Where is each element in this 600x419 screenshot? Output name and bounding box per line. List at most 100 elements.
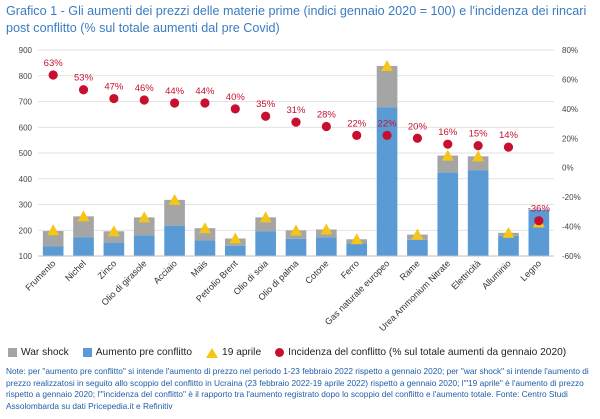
x-tick-label: Legno bbox=[518, 258, 543, 283]
marker-incidenza bbox=[78, 85, 89, 95]
data-label-incidenza: 31% bbox=[286, 105, 306, 116]
bar-pre-conflitto bbox=[194, 240, 216, 256]
marker-incidenza bbox=[169, 98, 180, 108]
data-label-incidenza: 47% bbox=[104, 82, 124, 93]
y-left-tick-label: 300 bbox=[19, 201, 33, 210]
marker-19-aprile bbox=[350, 233, 363, 245]
chart: 100 200 300 400 500 600 700 800 900 -60% -40% -20% 0… bbox=[19, 46, 581, 333]
marker-incidenza bbox=[503, 142, 514, 152]
marker-19-aprile bbox=[441, 149, 454, 161]
marker-19-aprile bbox=[411, 228, 424, 240]
data-label-incidenza: 44% bbox=[165, 86, 185, 97]
y-left-tick-label: 100 bbox=[19, 252, 33, 261]
marker-incidenza bbox=[473, 141, 483, 151]
legend-label-war-shock: War shock bbox=[21, 347, 69, 358]
marker-incidenza bbox=[230, 104, 240, 114]
x-tick-label: Ferro bbox=[339, 258, 361, 280]
data-label-incidenza: 28% bbox=[317, 110, 337, 121]
marker-incidenza bbox=[261, 111, 271, 121]
data-label-incidenza: -36% bbox=[528, 204, 551, 215]
marker-incidenza bbox=[291, 117, 301, 127]
marker-incidenza bbox=[382, 130, 392, 140]
marker-19-aprile bbox=[107, 225, 120, 237]
y-left-tick-label: 200 bbox=[19, 226, 33, 235]
bar-pre-conflitto bbox=[164, 225, 185, 256]
y-right-tick-label: 20% bbox=[562, 134, 578, 143]
bar-pre-conflitto bbox=[316, 237, 337, 256]
x-tick-label: Mais bbox=[189, 258, 210, 279]
data-label-incidenza: 16% bbox=[438, 127, 458, 138]
bar-pre-conflitto bbox=[346, 243, 368, 256]
data-label-incidenza: 44% bbox=[195, 86, 215, 97]
legend-swatch-pre-conflitto bbox=[82, 348, 92, 357]
x-tick-label: Rame bbox=[398, 258, 422, 282]
data-label-incidenza: 14% bbox=[499, 130, 519, 141]
data-label-incidenza: 63% bbox=[44, 58, 64, 69]
marker-incidenza bbox=[139, 95, 149, 105]
marker-19-aprile bbox=[472, 150, 485, 162]
bar-pre-conflitto bbox=[467, 170, 489, 256]
x-tick-label: Nichel bbox=[63, 258, 88, 283]
y-right-tick-label: 0% bbox=[562, 164, 574, 173]
marker-19-aprile bbox=[290, 224, 302, 236]
x-tick-label: Acciaio bbox=[151, 258, 179, 286]
bar-war-shock bbox=[164, 199, 185, 226]
legend-label-19-aprile: 19 aprile bbox=[222, 347, 262, 358]
x-tick-label: Frumento bbox=[23, 258, 57, 292]
y-left-tick-label: 900 bbox=[19, 46, 33, 55]
marker-19-aprile bbox=[229, 232, 242, 244]
bar-pre-conflitto bbox=[528, 209, 550, 256]
marker-incidenza bbox=[109, 93, 119, 104]
data-label-incidenza: 22% bbox=[347, 118, 367, 129]
data-label-incidenza: 35% bbox=[256, 99, 276, 110]
legend: War shock Aumento pre conflitto 19 april… bbox=[8, 347, 598, 358]
marker-19-aprile bbox=[77, 210, 90, 222]
legend-triangle-icon bbox=[206, 347, 219, 358]
y-left-tick-label: 700 bbox=[19, 98, 33, 107]
marker-19-aprile bbox=[320, 223, 333, 235]
bar-war-shock bbox=[103, 231, 125, 243]
bar-war-shock bbox=[73, 216, 94, 238]
y-right-tick-label: -20% bbox=[562, 193, 581, 202]
y-right-tick-label: 80% bbox=[562, 46, 578, 55]
legend-item-pre-conflitto: Aumento pre conflitto bbox=[82, 347, 193, 358]
marker-19-aprile bbox=[259, 211, 272, 223]
marker-19-aprile bbox=[168, 193, 181, 205]
bar-war-shock bbox=[194, 228, 216, 241]
legend-label-incidenza: Incidenza del conflitto (% sul totale au… bbox=[288, 347, 567, 358]
marker-19-aprile bbox=[198, 222, 211, 234]
legend-item-incidenza: Incidenza del conflitto (% sul totale au… bbox=[275, 347, 566, 358]
legend-label-pre-conflitto: Aumento pre conflitto bbox=[95, 347, 193, 358]
marker-incidenza bbox=[200, 98, 210, 108]
bar-pre-conflitto bbox=[285, 238, 307, 256]
data-label-incidenza: 40% bbox=[226, 92, 246, 103]
y-right-tick-label: -40% bbox=[562, 223, 581, 232]
y-right-tick-label: 40% bbox=[562, 105, 578, 114]
marker-incidenza bbox=[352, 130, 362, 140]
y-right-tick-label: -60% bbox=[562, 252, 581, 261]
data-label-incidenza: 53% bbox=[74, 73, 94, 84]
bar-pre-conflitto bbox=[224, 245, 246, 256]
y-left-tick-label: 600 bbox=[19, 123, 33, 132]
legend-swatch-war-shock bbox=[8, 348, 17, 357]
bar-pre-conflitto bbox=[42, 246, 64, 256]
y-right-tick-label: 60% bbox=[562, 75, 578, 84]
legend-dot-icon bbox=[275, 348, 285, 357]
bar-pre-conflitto bbox=[498, 235, 519, 256]
marker-19-aprile bbox=[138, 211, 151, 223]
bar-pre-conflitto bbox=[255, 231, 276, 256]
bar-pre-conflitto bbox=[376, 107, 398, 256]
y-left-tick-label: 800 bbox=[19, 72, 33, 81]
bar-pre-conflitto bbox=[73, 237, 94, 256]
data-label-incidenza: 22% bbox=[378, 118, 398, 129]
bar-pre-conflitto bbox=[407, 239, 428, 256]
bar-pre-conflitto bbox=[103, 242, 125, 256]
x-tick-label: Alluminio bbox=[480, 258, 513, 291]
marker-19-aprile bbox=[381, 59, 394, 71]
legend-item-war-shock: War shock bbox=[8, 347, 69, 358]
marker-19-aprile bbox=[47, 224, 60, 236]
y-left-tick-label: 500 bbox=[19, 149, 33, 158]
marker-incidenza bbox=[321, 121, 331, 132]
bar-war-shock bbox=[376, 65, 398, 108]
data-label-incidenza: 20% bbox=[408, 121, 428, 132]
